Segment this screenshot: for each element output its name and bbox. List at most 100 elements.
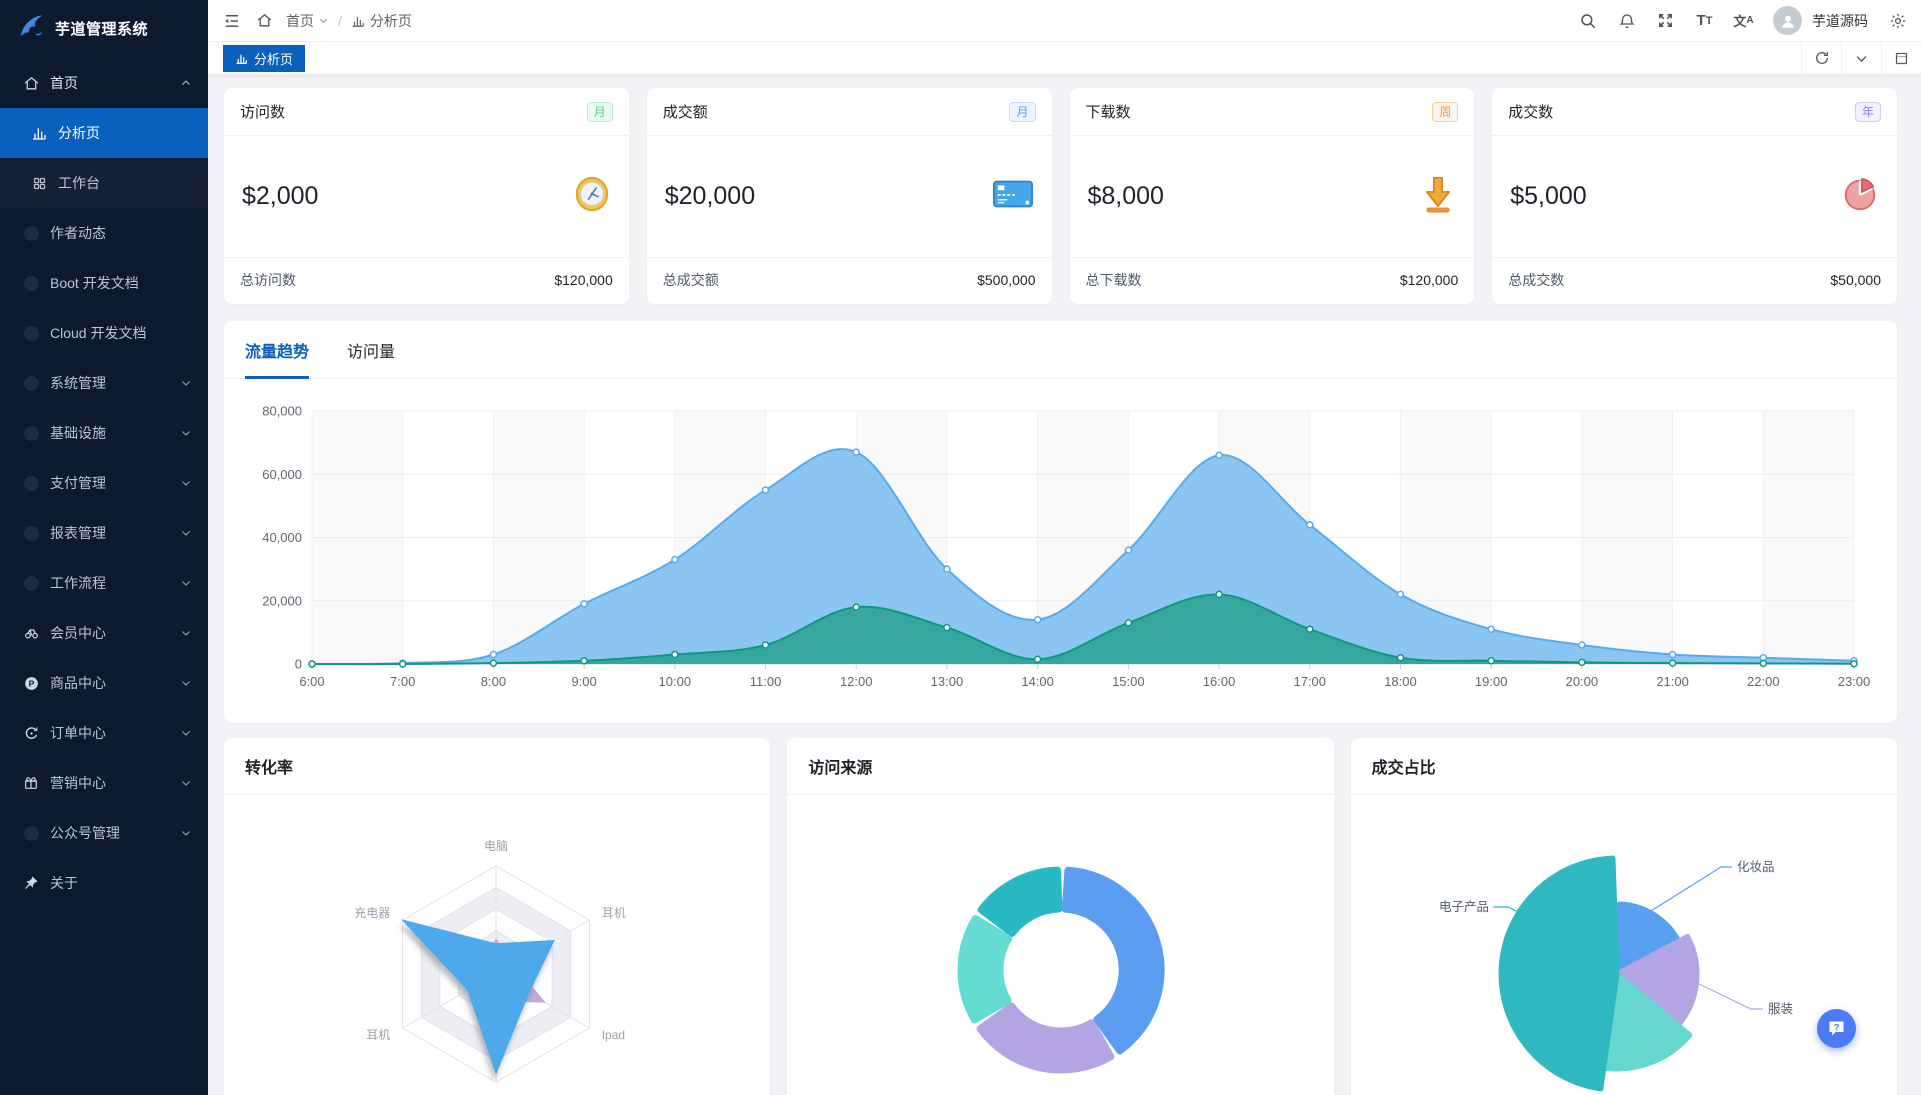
stat-title: 成交数 xyxy=(1508,104,1554,121)
collapse-sidebar-icon[interactable] xyxy=(222,11,241,30)
app-title: 芋道管理系统 xyxy=(55,20,149,38)
breadcrumb-home[interactable]: 首页 xyxy=(286,11,329,31)
sidebar-item-label: 系统管理 xyxy=(50,375,106,391)
period-badge: 年 xyxy=(1854,101,1881,122)
stat-footer-label: 总成交数 xyxy=(1508,272,1565,288)
sidebar-item-label: 会员中心 xyxy=(50,625,106,641)
sidebar-item-11[interactable]: 会员中心 xyxy=(0,608,208,658)
svg-text:电脑: 电脑 xyxy=(484,839,508,853)
sidebar-item-6[interactable]: 系统管理 xyxy=(0,358,208,408)
refresh-icon[interactable] xyxy=(1801,42,1841,74)
sidebar-item-label: 基础设施 xyxy=(50,425,106,441)
sidebar-item-8[interactable]: 支付管理 xyxy=(0,458,208,508)
tabbar-actions xyxy=(1801,42,1921,74)
svg-text:23:00: 23:00 xyxy=(1838,674,1871,689)
user-avatar[interactable] xyxy=(1773,6,1802,35)
svg-text:21:00: 21:00 xyxy=(1656,674,1689,689)
help-button[interactable]: ? xyxy=(1817,1009,1856,1048)
svg-text:服装: 服装 xyxy=(1768,1002,1793,1016)
stat-title: 成交额 xyxy=(662,104,708,121)
svg-text:电子产品: 电子产品 xyxy=(1439,900,1489,914)
dim-icon xyxy=(22,374,40,392)
sidebar-item-0[interactable]: 首页 xyxy=(0,58,208,108)
stat-footer-value: $500,000 xyxy=(977,272,1036,288)
app-logo[interactable]: 芋道管理系统 xyxy=(0,0,208,56)
sidebar-item-1[interactable]: 分析页 xyxy=(0,108,208,158)
stat-title: 访问数 xyxy=(240,104,286,121)
deal-ratio-card: 成交占比 化妆品 服装 电子产品 xyxy=(1350,738,1897,1095)
svg-text:耳机: 耳机 xyxy=(602,906,626,920)
maximize-icon[interactable] xyxy=(1881,42,1921,74)
stat-footer-value: $120,000 xyxy=(1399,272,1459,288)
sidebar-item-label: 分析页 xyxy=(58,125,100,141)
sidebar-item-15[interactable]: 公众号管理 xyxy=(0,808,208,858)
stat-footer-value: $120,000 xyxy=(554,272,613,288)
dim-icon xyxy=(22,474,40,492)
dim-icon xyxy=(22,824,40,842)
stat-value: $20,000 xyxy=(664,182,756,210)
search-icon[interactable] xyxy=(1578,11,1597,30)
fullscreen-icon[interactable] xyxy=(1656,11,1675,30)
sidebar-item-label: 订单中心 xyxy=(50,725,106,741)
traffic-trend-card: 流量趋势 访问量 0 20,000 40,000 60,000 80,000 6:00 7:0… xyxy=(224,321,1897,723)
sidebar-item-label: Boot 开发文档 xyxy=(50,275,139,291)
stat-cards-row: 访问数 月 $2,000 总访问数 $120,000 成交额 月 $20,000 总成交额 $50… xyxy=(224,88,1897,304)
sidebar-item-10[interactable]: 工作流程 xyxy=(0,558,208,608)
sidebar-item-13[interactable]: 订单中心 xyxy=(0,708,208,758)
svg-text:P: P xyxy=(28,678,34,688)
conversion-rate-card: 转化率 电脑耳机Ipad手机耳机充电器 xyxy=(224,738,771,1095)
period-badge: 月 xyxy=(1009,101,1036,122)
svg-text:0: 0 xyxy=(295,657,302,672)
sidebar-item-9[interactable]: 报表管理 xyxy=(0,508,208,558)
trend-tab-0[interactable]: 流量趋势 xyxy=(245,338,310,379)
notification-bell-icon[interactable] xyxy=(1617,11,1636,30)
stat-card-0: 访问数 月 $2,000 总访问数 $120,000 xyxy=(224,88,629,304)
sidebar-item-3[interactable]: 作者动态 xyxy=(0,208,208,258)
svg-text:60,000: 60,000 xyxy=(262,467,302,482)
stat-value: $2,000 xyxy=(242,182,319,210)
sidebar-item-4[interactable]: Boot 开发文档 xyxy=(0,258,208,308)
svg-text:6:00: 6:00 xyxy=(299,674,324,689)
tab-analysis-page[interactable]: 分析页 xyxy=(223,44,306,72)
trend-tab-1[interactable]: 访问量 xyxy=(347,344,396,361)
svg-text:40,000: 40,000 xyxy=(262,530,302,545)
sidebar-item-label: 作者动态 xyxy=(50,225,106,241)
dim-icon xyxy=(22,274,40,292)
stat-card-2: 下载数 周 $8,000 总下载数 $120,000 xyxy=(1069,88,1475,304)
sidebar-item-2[interactable]: 工作台 xyxy=(0,158,208,208)
home-icon[interactable] xyxy=(255,11,274,30)
breadcrumb-page[interactable]: 分析页 xyxy=(351,11,412,31)
svg-text:19:00: 19:00 xyxy=(1475,674,1508,689)
user-name[interactable]: 芋道源码 xyxy=(1812,12,1868,29)
sidebar-item-label: 商品中心 xyxy=(50,675,106,691)
stat-footer-label: 总下载数 xyxy=(1085,272,1142,288)
svg-text:化妆品: 化妆品 xyxy=(1737,860,1775,874)
order-icon xyxy=(22,724,40,742)
stat-footer-label: 总成交额 xyxy=(662,272,719,288)
sidebar-item-label: 支付管理 xyxy=(50,475,106,491)
chart-icon xyxy=(30,124,48,142)
pin-icon xyxy=(22,874,40,892)
trend-tabs: 流量趋势 访问量 xyxy=(224,321,1897,379)
sidebar-item-14[interactable]: 营销中心 xyxy=(0,758,208,808)
sidebar-item-7[interactable]: 基础设施 xyxy=(0,408,208,458)
chevron-down-icon[interactable] xyxy=(1841,42,1881,74)
visit-source-donut-chart xyxy=(957,866,1165,1074)
sidebar-item-label: 营销中心 xyxy=(50,775,106,791)
card-title: 访问来源 xyxy=(787,738,1334,795)
sidebar-item-label: 首页 xyxy=(50,75,78,91)
sidebar-item-12[interactable]: P 商品中心 xyxy=(0,658,208,708)
sidebar-item-16[interactable]: 关于 xyxy=(0,858,208,908)
settings-gear-icon[interactable] xyxy=(1888,11,1907,30)
stat-title: 下载数 xyxy=(1085,104,1131,121)
sidebar-item-5[interactable]: Cloud 开发文档 xyxy=(0,308,208,358)
bank-card-icon xyxy=(992,177,1034,216)
svg-text:8:00: 8:00 xyxy=(481,674,506,689)
clock-icon xyxy=(573,175,611,218)
